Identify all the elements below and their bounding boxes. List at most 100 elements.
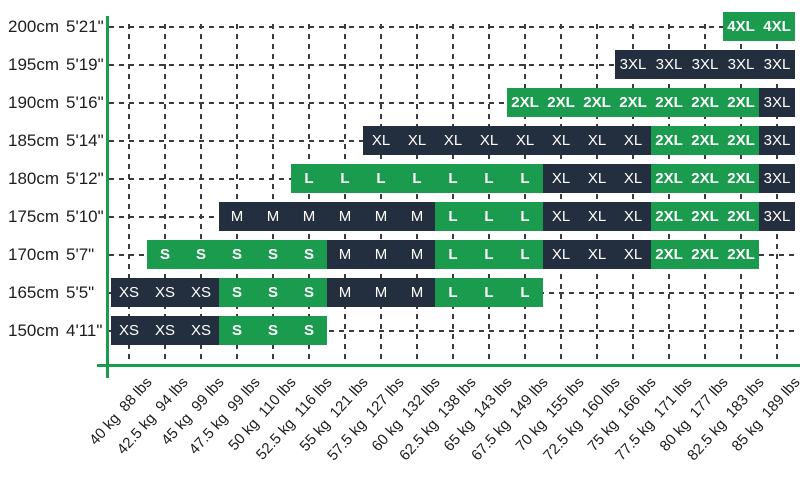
size-cell: 3XL bbox=[759, 50, 795, 79]
size-cell: 2XL bbox=[687, 164, 723, 193]
size-cell: S bbox=[291, 316, 327, 345]
size-cell-label: 3XL bbox=[763, 208, 791, 225]
size-cell-label: L bbox=[448, 284, 458, 301]
grid-line-vertical bbox=[200, 24, 202, 362]
size-cell-label: 3XL bbox=[763, 94, 791, 111]
size-cell: 2XL bbox=[687, 202, 723, 231]
size-cell-label: 3XL bbox=[727, 56, 755, 73]
size-cell: 3XL bbox=[723, 50, 759, 79]
size-cell-label: 2XL bbox=[655, 132, 683, 149]
size-cell: 3XL bbox=[759, 164, 795, 193]
size-cell: L bbox=[291, 164, 327, 193]
height-ft-label: 5'14" bbox=[66, 131, 104, 150]
grid-line-vertical bbox=[704, 24, 706, 362]
size-cell-label: 2XL bbox=[655, 208, 683, 225]
size-cell-label: XL bbox=[551, 208, 571, 225]
size-cell-label: 2XL bbox=[727, 132, 755, 149]
size-cell-label: L bbox=[340, 170, 350, 187]
size-cell: L bbox=[327, 164, 363, 193]
size-cell-label: M bbox=[266, 208, 280, 225]
size-cell-label: XL bbox=[623, 246, 643, 263]
grid-line-horizontal bbox=[109, 64, 798, 66]
size-cell-label: XL bbox=[443, 132, 463, 149]
size-cell: S bbox=[255, 316, 291, 345]
size-cell: S bbox=[219, 278, 255, 307]
size-cell-label: 2XL bbox=[691, 208, 719, 225]
size-cell: L bbox=[363, 164, 399, 193]
size-cell: M bbox=[363, 278, 399, 307]
size-cell: XS bbox=[111, 316, 147, 345]
size-cell: 3XL bbox=[651, 50, 687, 79]
size-cell: L bbox=[435, 164, 471, 193]
size-cell: XL bbox=[579, 202, 615, 231]
grid-line-vertical bbox=[344, 24, 346, 362]
size-cell: XL bbox=[579, 164, 615, 193]
size-cell: XS bbox=[111, 278, 147, 307]
size-cell: XL bbox=[543, 240, 579, 269]
size-cell-label: M bbox=[338, 284, 352, 301]
size-cell: L bbox=[471, 164, 507, 193]
grid-line-vertical bbox=[560, 24, 562, 362]
size-cell: XL bbox=[543, 202, 579, 231]
grid-line-vertical bbox=[452, 24, 454, 362]
size-cell-label: XL bbox=[515, 132, 535, 149]
size-cell-label: 2XL bbox=[727, 208, 755, 225]
size-cell: 2XL bbox=[723, 240, 759, 269]
size-cell-label: XL bbox=[623, 132, 643, 149]
size-cell-label: XL bbox=[551, 170, 571, 187]
height-ft-label: 5'16" bbox=[66, 93, 104, 112]
size-cell: L bbox=[507, 164, 543, 193]
size-cell-label: M bbox=[374, 208, 388, 225]
size-cell: 3XL bbox=[615, 50, 651, 79]
size-cell-label: XL bbox=[587, 208, 607, 225]
height-cm-label: 170cm bbox=[8, 245, 60, 264]
size-cell-label: 4XL bbox=[763, 18, 791, 35]
grid-line-vertical bbox=[236, 24, 238, 362]
size-cell-label: 2XL bbox=[619, 94, 647, 111]
height-cm-label: 175cm bbox=[8, 207, 60, 226]
height-ft-label: 5'21" bbox=[66, 17, 104, 36]
y-axis-label: 180cm 5'12" bbox=[8, 168, 104, 190]
size-cell: 2XL bbox=[651, 88, 687, 117]
size-cell: XL bbox=[543, 126, 579, 155]
size-cell-label: XL bbox=[587, 246, 607, 263]
size-cell: S bbox=[255, 278, 291, 307]
size-cell: L bbox=[435, 202, 471, 231]
height-cm-label: 190cm bbox=[8, 93, 60, 112]
size-cell-label: L bbox=[448, 170, 458, 187]
grid-line-vertical bbox=[524, 24, 526, 362]
y-axis-label: 185cm 5'14" bbox=[8, 130, 104, 152]
grid-line-horizontal bbox=[109, 102, 798, 104]
size-cell-label: M bbox=[410, 208, 424, 225]
size-cell-label: 2XL bbox=[655, 246, 683, 263]
size-cell: L bbox=[399, 164, 435, 193]
size-cell: L bbox=[507, 202, 543, 231]
size-cell: L bbox=[507, 278, 543, 307]
size-cell: S bbox=[219, 316, 255, 345]
size-cell: XL bbox=[543, 164, 579, 193]
size-cell-label: 3XL bbox=[691, 56, 719, 73]
size-cell-label: S bbox=[231, 246, 242, 263]
size-cell: 2XL bbox=[651, 240, 687, 269]
size-cell-label: 2XL bbox=[691, 170, 719, 187]
height-cm-label: 180cm bbox=[8, 169, 60, 188]
size-cell: XS bbox=[147, 316, 183, 345]
grid-line-vertical bbox=[164, 24, 166, 362]
height-ft-label: 4'11" bbox=[66, 321, 103, 340]
height-cm-label: 185cm bbox=[8, 131, 60, 150]
y-axis-label: 165cm 5'5" bbox=[8, 282, 94, 304]
size-cell: 2XL bbox=[687, 88, 723, 117]
y-axis-label: 195cm 5'19" bbox=[8, 54, 104, 76]
size-cell-label: L bbox=[484, 284, 494, 301]
size-cell-label: S bbox=[195, 246, 206, 263]
size-cell-label: M bbox=[374, 246, 388, 263]
grid-line-vertical bbox=[632, 24, 634, 362]
grid-line-vertical bbox=[740, 24, 742, 362]
size-cell-label: XS bbox=[118, 322, 139, 339]
size-cell-label: XL bbox=[551, 132, 571, 149]
size-cell-label: XS bbox=[190, 284, 211, 301]
y-axis-label: 150cm 4'11" bbox=[8, 320, 102, 342]
size-cell-label: XL bbox=[551, 246, 571, 263]
size-cell: S bbox=[291, 278, 327, 307]
